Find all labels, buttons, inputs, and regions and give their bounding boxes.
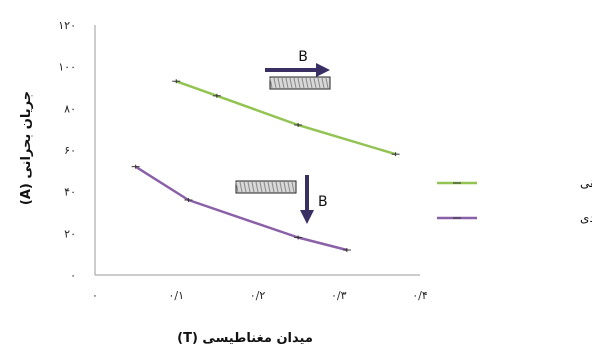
sample-bar-vertical-texture	[235, 181, 239, 193]
x-tick-label: ۰	[92, 289, 98, 302]
sample-bar-horizontal-texture	[293, 77, 297, 89]
chart-annotations: BB	[235, 49, 331, 224]
sample-bar-horizontal-texture	[309, 77, 313, 89]
b-arrow-horizontal-head	[316, 63, 330, 77]
sample-bar-horizontal-texture	[321, 77, 325, 89]
sample-bar-vertical	[235, 180, 297, 194]
sample-bar-horizontal-texture	[273, 77, 277, 89]
sample-bar-horizontal-texture	[313, 77, 317, 89]
sample-bar-horizontal-texture	[305, 77, 309, 89]
chart-axes	[94, 25, 420, 276]
sample-bar-horizontal-texture	[301, 77, 305, 89]
sample-bar-horizontal	[269, 76, 331, 90]
y-tick-label: ۱۲۰	[58, 19, 76, 32]
chart-series	[131, 79, 400, 252]
y-tick-label: ۰	[70, 269, 76, 282]
sample-bar-vertical-texture	[267, 181, 271, 193]
sample-bar-horizontal-texture	[317, 77, 321, 89]
x-axis-title: میدان مغناطیسی (T)	[177, 331, 313, 346]
b-label-vertical: B	[318, 194, 328, 210]
series-line-1	[175, 80, 396, 156]
sample-bar-vertical-texture	[239, 181, 243, 193]
sample-bar-horizontal-texture	[281, 77, 285, 89]
sample-bar-vertical-texture	[263, 181, 267, 193]
sample-bar-horizontal-texture	[285, 77, 289, 89]
sample-bar-horizontal-texture	[325, 77, 329, 89]
x-tick-label: ۰/۴	[412, 289, 428, 302]
b-arrow-vertical-head	[300, 210, 314, 224]
sample-bar-vertical-texture	[283, 181, 287, 193]
sample-bar-vertical-texture	[287, 181, 291, 193]
y-tick-labels: ۰ ۲۰ ۴۰ ۶۰ ۸۰ ۱۰۰ ۱۲۰	[58, 19, 76, 282]
sample-bar-vertical-texture	[255, 181, 259, 193]
sample-bar-horizontal-texture	[297, 77, 301, 89]
series-line-2	[134, 165, 348, 252]
sample-bar-vertical-texture	[279, 181, 283, 193]
chart-legend: مؤلفه‌ی افقی مؤلفه‌ی عمودی	[437, 176, 592, 226]
x-tick-label: ۰/۲	[250, 289, 266, 302]
sample-bar-vertical-texture	[243, 181, 247, 193]
y-tick-label: ۸۰	[64, 102, 76, 115]
x-tick-label: ۰/۳	[331, 289, 347, 302]
sample-bar-vertical-texture	[251, 181, 255, 193]
b-label-horizontal: B	[298, 49, 308, 65]
sample-bar-vertical-texture	[291, 181, 295, 193]
sample-bar-horizontal-texture	[277, 77, 281, 89]
sample-bar-vertical-texture	[259, 181, 263, 193]
y-tick-label: ۱۰۰	[58, 61, 76, 74]
legend-label-1: مؤلفه‌ی افقی	[580, 176, 592, 191]
sample-bar-horizontal-texture	[289, 77, 293, 89]
sample-bar-horizontal-texture	[269, 77, 273, 89]
y-tick-label: ۴۰	[64, 186, 76, 199]
sample-bar-vertical-texture	[247, 181, 251, 193]
y-axis-title: جریان بحرانی (A)	[19, 91, 34, 205]
sample-bar-vertical-texture	[271, 181, 275, 193]
y-tick-label: ۶۰	[64, 144, 76, 157]
x-tick-label: ۰/۱	[168, 289, 184, 302]
y-tick-label: ۲۰	[64, 227, 76, 240]
legend-label-2: مؤلفه‌ی عمودی	[580, 211, 592, 226]
x-tick-labels: ۰ ۰/۱ ۰/۲ ۰/۳ ۰/۴	[92, 289, 428, 302]
sample-bar-vertical-texture	[275, 181, 279, 193]
